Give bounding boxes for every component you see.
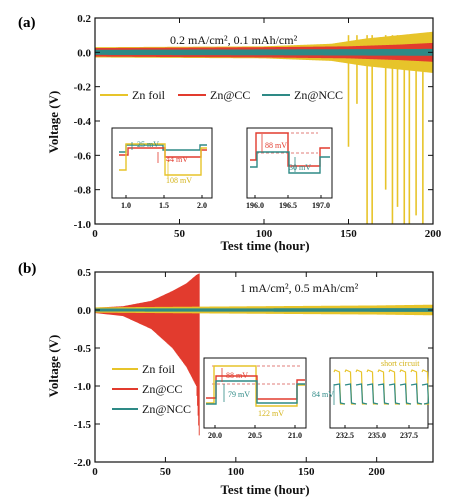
- inset-b1-tick-label: 21.0: [288, 431, 302, 440]
- series-band-zn-ncc: [94, 308, 433, 312]
- series-band-zn-ncc: [94, 48, 433, 56]
- x-tick-label: 0: [92, 466, 98, 478]
- y-tick-label: -1.0: [74, 219, 92, 231]
- inset-b1-frame: [203, 357, 307, 429]
- inset-a2-trace-ncc: [250, 151, 330, 174]
- inset-a1-tick-label: 2.0: [197, 201, 207, 210]
- x-tick-label: 50: [160, 466, 172, 478]
- panel-a-ylabel: Voltage (V): [46, 91, 61, 154]
- inset-b1-tick-label: 20.5: [248, 431, 262, 440]
- y-tick-label: 0.5: [77, 267, 91, 279]
- inset-a1-ann-44mv: 44 mV: [166, 155, 188, 164]
- panel-a: (a) 0.2 mA/cm², 0.1 mAh/cm² 0 50 100 150 200…: [18, 13, 442, 253]
- legend-label-zn-foil: Zn foil: [132, 88, 166, 102]
- inset-a1-tick-label: 1.5: [159, 201, 169, 210]
- inset-a2-trace-cc: [250, 132, 330, 167]
- x-tick-label: 100: [228, 466, 245, 478]
- x-tick-label: 200: [368, 466, 385, 478]
- y-tick-label: -1.0: [74, 381, 92, 393]
- x-tick-label: 100: [256, 228, 273, 240]
- legend-label-zn-foil: Zn foil: [142, 362, 176, 376]
- inset-b2-frame: [329, 357, 429, 429]
- x-tick-label: 50: [174, 228, 186, 240]
- panel-b: (b) 1 mA/cm², 0.5 mAh/cm² 0 50 100 150 200 0.…: [18, 261, 434, 497]
- y-tick-label: 0.0: [77, 305, 91, 317]
- inset-a2-ann-30mv: 30 mV: [289, 163, 311, 172]
- panel-a-inset-2: 88 mV 30 mV 196.0 196.5 197.0: [246, 127, 333, 210]
- inset-a1-trace-foil: [119, 143, 207, 176]
- panel-a-label: (a): [18, 15, 36, 31]
- x-tick-label: 0: [92, 228, 98, 240]
- y-tick-label: -0.4: [74, 116, 92, 128]
- inset-a1-ann-25mv: 25 mV: [137, 140, 159, 149]
- inset-a2-tick-label: 197.0: [312, 201, 330, 210]
- inset-a2-tick-label: 196.0: [246, 201, 264, 210]
- inset-b2-trace-foil: [333, 369, 430, 405]
- inset-b2-tick-label: 237.5: [400, 431, 418, 440]
- y-tick-label: -0.2: [74, 82, 92, 94]
- inset-b1-ann-88mv: 88 mV: [226, 371, 248, 380]
- legend-label-zn-ncc: Zn@NCC: [294, 88, 343, 102]
- inset-b1-tick-label: 20.0: [208, 431, 222, 440]
- inset-b2-tick-label: 232.5: [336, 431, 354, 440]
- panel-b-legend: Zn foil Zn@CC Zn@NCC: [112, 362, 191, 416]
- panel-a-legend: Zn foil Zn@CC Zn@NCC: [100, 88, 343, 102]
- inset-b1-ann-79mv: 79 mV: [228, 390, 250, 399]
- y-tick-label: -0.8: [74, 185, 92, 197]
- y-tick-label: -0.6: [74, 150, 92, 162]
- panel-a-data: [94, 31, 433, 224]
- inset-b2-traces: [333, 369, 430, 405]
- panel-a-xlabel: Test time (hour): [220, 238, 309, 253]
- inset-a1-tick-label: 1.0: [121, 201, 131, 210]
- panel-b-axes: 0 50 100 150 200 0.5 0.0 -0.5 -1.0 -1.5 -2.0: [74, 267, 434, 478]
- legend-label-zn-cc: Zn@CC: [210, 88, 250, 102]
- inset-a2-tick-label: 196.5: [279, 201, 297, 210]
- inset-a1-frame: [111, 127, 213, 199]
- panel-b-xlabel: Test time (hour): [220, 482, 309, 497]
- legend-label-zn-ncc: Zn@NCC: [142, 402, 191, 416]
- y-tick-label: 0.0: [77, 47, 91, 59]
- panel-b-inset-1: 88 mV 79 mV 122 mV 20.0 20.5 21.0: [203, 357, 307, 440]
- x-tick-label: 150: [340, 228, 357, 240]
- panel-a-inset-1: 25 mV 44 mV 108 mV 1.0 1.5 2.0: [111, 127, 213, 210]
- x-tick-label: 150: [298, 466, 315, 478]
- panel-b-condition: 1 mA/cm², 0.5 mAh/cm²: [240, 281, 359, 295]
- inset-a1-ann-108mv: 108 mV: [166, 176, 192, 185]
- inset-a2-ann-88mv: 88 mV: [265, 141, 287, 150]
- plot-frame: [94, 271, 434, 463]
- panel-a-axes: 0 50 100 150 200 0.2 0.0 -0.2 -0.4 -0.6 -0.8 -1.0: [74, 13, 442, 240]
- inset-b2-tick-label: 235.0: [368, 431, 386, 440]
- inset-b2-ann-short-circuit: short circuit: [381, 359, 420, 368]
- x-tick-label: 200: [425, 228, 442, 240]
- inset-b2-ann-84mv: 84 mV: [312, 390, 334, 399]
- y-tick-label: -0.5: [74, 343, 92, 355]
- inset-b2-trace-ncc: [333, 383, 430, 405]
- panel-a-condition: 0.2 mA/cm², 0.1 mAh/cm²: [170, 33, 298, 47]
- y-tick-label: -2.0: [74, 457, 92, 469]
- panel-b-ylabel: Voltage (V): [46, 335, 61, 398]
- y-tick-label: -1.5: [74, 419, 92, 431]
- inset-b1-trace-ncc: [206, 380, 305, 405]
- legend-label-zn-cc: Zn@CC: [142, 382, 182, 396]
- y-tick-label: 0.2: [77, 13, 91, 25]
- panel-b-label: (b): [18, 261, 36, 277]
- inset-b1-ann-122mv: 122 mV: [258, 409, 284, 418]
- panel-b-inset-2: 84 mV short circuit 232.5 235.0 237.5: [312, 357, 430, 440]
